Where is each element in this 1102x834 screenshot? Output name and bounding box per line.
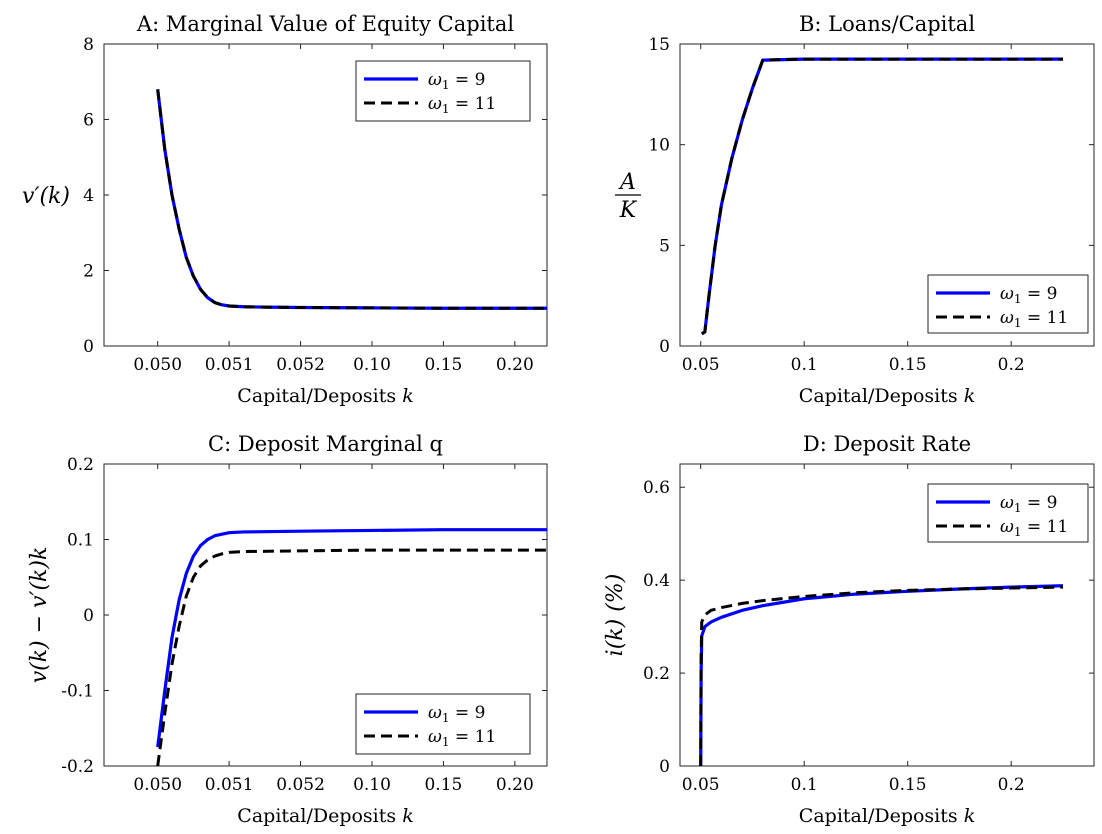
plot-frame xyxy=(679,463,1095,767)
legend-label: ω1 = 9 xyxy=(1000,493,1057,515)
chart-panel-c: -0.2 -0.1 0 0.1 0.2 0.050 0.051 0.052 0.10 0.15 0.… xyxy=(27,432,548,827)
legend-label: ω1 = 11 xyxy=(1000,517,1068,539)
plot-frame xyxy=(679,43,1095,347)
y-tick-label: 5 xyxy=(659,236,670,256)
series-line-omega9 xyxy=(156,89,547,310)
series-line-omega11 xyxy=(700,57,1063,336)
x-tick-label: 0.05 xyxy=(682,775,720,795)
y-axis-label: v′(k) xyxy=(22,184,70,209)
x-tick-label: 0.051 xyxy=(205,775,254,795)
x-tick-label: 0.051 xyxy=(205,355,254,375)
y-tick-label: 0 xyxy=(659,757,670,777)
series-line-omega9 xyxy=(156,528,547,748)
chart-panel-d: 0 0.2 0.4 0.6 0.05 0.1 0.15 0.2 D: Deposit Rate C… xyxy=(603,432,1095,827)
x-tick-label: 0.052 xyxy=(276,775,325,795)
legend: ω1 = 9ω1 = 11 xyxy=(355,60,531,122)
chart-title: D: Deposit Rate xyxy=(803,432,971,456)
x-axis-label: Capital/Deposits k xyxy=(799,385,975,407)
y-axis-label: i(k) (%) xyxy=(603,574,628,657)
chart-panel-a: 0 2 4 6 8 0.050 0.051 0.052 0.10 0.15 0.20 A: Margi… xyxy=(22,12,548,407)
x-tick-label: 0.05 xyxy=(682,355,720,375)
y-axis-label: v(k) − v′(k)k xyxy=(27,547,52,684)
y-tick-label: 0.1 xyxy=(67,531,94,551)
legend: ω1 = 9ω1 = 11 xyxy=(355,693,531,755)
chart-title: C: Deposit Marginal q xyxy=(208,432,443,456)
legend-box xyxy=(355,60,531,122)
y-tick-label: 0.4 xyxy=(643,571,670,591)
x-tick-label: 0.2 xyxy=(998,355,1025,375)
y-tick-label: 0.6 xyxy=(643,478,670,498)
legend: ω1 = 9ω1 = 11 xyxy=(927,274,1089,334)
legend-label: ω1 = 11 xyxy=(1000,308,1068,330)
legend-box xyxy=(927,483,1089,543)
x-tick-label: 0.10 xyxy=(353,775,391,795)
x-tick-label: 0.15 xyxy=(889,775,927,795)
x-tick-label: 0.10 xyxy=(353,355,391,375)
legend-box xyxy=(927,274,1089,334)
series-line-omega11 xyxy=(156,548,547,766)
x-axis-label: Capital/Deposits k xyxy=(237,805,413,827)
legend-label: ω1 = 11 xyxy=(428,727,496,749)
chart-panel-b: 0 5 10 15 0.05 0.1 0.15 0.2 B: Loans/Capital Capi… xyxy=(615,12,1095,407)
series-line-omega9 xyxy=(699,584,1063,766)
x-axis-label: Capital/Deposits k xyxy=(237,385,413,407)
legend-label: ω1 = 9 xyxy=(1000,284,1057,306)
x-axis-label: Capital/Deposits k xyxy=(799,805,975,827)
x-tick-label: 0.050 xyxy=(133,355,182,375)
legend-label: ω1 = 11 xyxy=(428,94,496,116)
y-tick-label: 0 xyxy=(83,606,94,626)
y-tick-label: 8 xyxy=(83,35,94,55)
x-tick-label: 0.15 xyxy=(424,775,462,795)
series-layer xyxy=(699,584,1063,766)
y-tick-label: -0.2 xyxy=(61,757,94,777)
y-tick-label: 0 xyxy=(83,337,94,357)
series-layer xyxy=(700,57,1063,336)
chart-title: A: Marginal Value of Equity Capital xyxy=(136,12,514,36)
x-tick-label: 0.1 xyxy=(791,355,818,375)
svg-text:K: K xyxy=(619,198,638,223)
chart-title: B: Loans/Capital xyxy=(799,12,975,36)
legend-label: ω1 = 9 xyxy=(428,703,485,725)
x-tick-label: 0.20 xyxy=(496,775,534,795)
y-tick-label: -0.1 xyxy=(61,682,94,702)
legend-box xyxy=(355,693,531,755)
x-tick-label: 0.052 xyxy=(276,355,325,375)
y-tick-label: 0.2 xyxy=(67,455,94,475)
legend-label: ω1 = 9 xyxy=(428,70,485,92)
x-tick-label: 0.15 xyxy=(424,355,462,375)
series-line-omega11 xyxy=(699,585,1063,766)
x-tick-label: 0.2 xyxy=(998,775,1025,795)
y-axis-label: AK xyxy=(615,170,641,223)
y-tick-label: 15 xyxy=(648,35,670,55)
y-tick-label: 0.2 xyxy=(643,664,670,684)
x-tick-label: 0.15 xyxy=(889,355,927,375)
y-tick-label: 10 xyxy=(648,136,670,156)
y-tick-label: 4 xyxy=(83,186,94,206)
x-tick-label: 0.050 xyxy=(133,775,182,795)
series-line-omega11 xyxy=(156,89,547,310)
x-tick-label: 0.20 xyxy=(496,355,534,375)
svg-text:A: A xyxy=(618,170,636,195)
y-tick-label: 0 xyxy=(659,337,670,357)
series-layer xyxy=(156,528,547,766)
y-tick-label: 6 xyxy=(83,111,94,131)
y-tick-label: 2 xyxy=(83,262,94,282)
series-layer xyxy=(156,89,547,310)
legend: ω1 = 9ω1 = 11 xyxy=(927,483,1089,543)
x-tick-label: 0.1 xyxy=(791,775,818,795)
